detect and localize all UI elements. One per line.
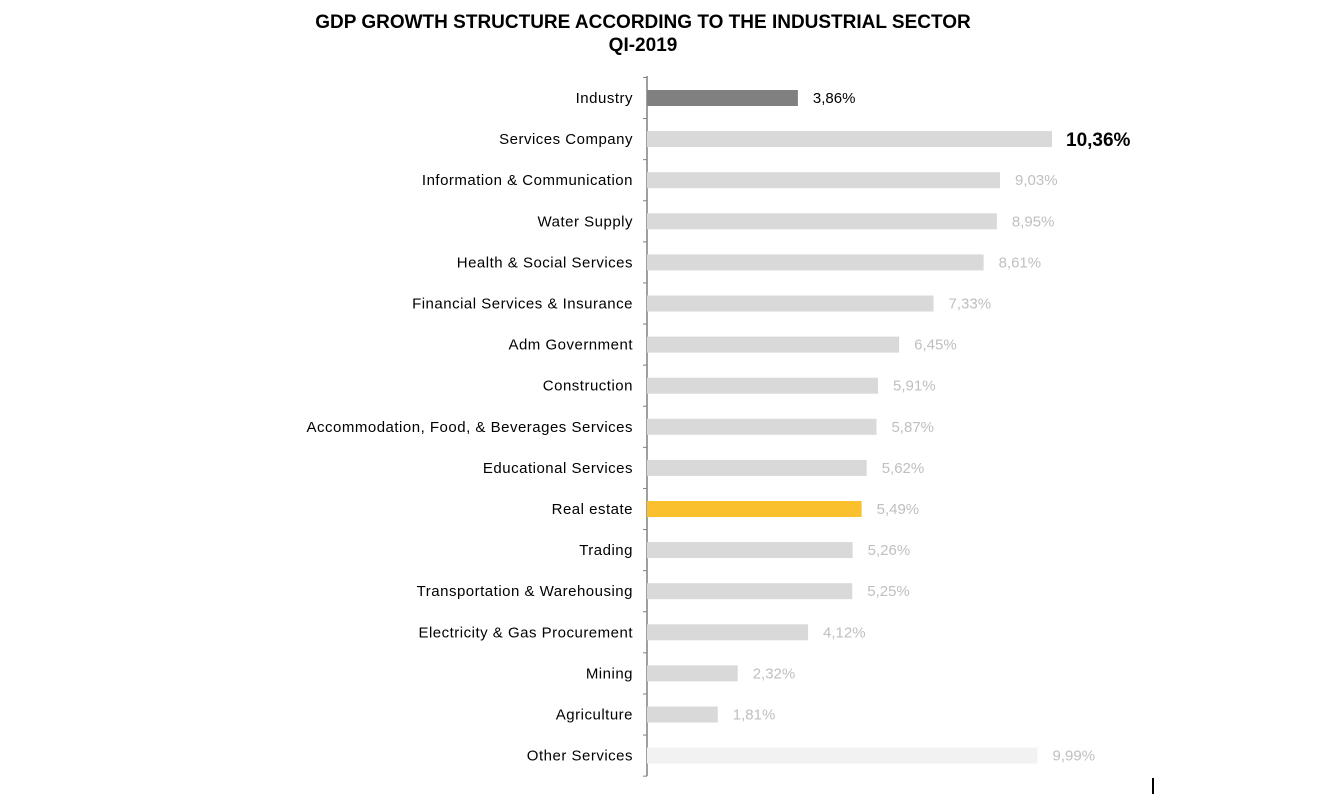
value-label: 9,99% (1053, 748, 1096, 765)
bar (647, 501, 862, 517)
bar (647, 665, 738, 682)
value-label: 9,03% (1015, 172, 1058, 189)
value-label: 2,32% (753, 665, 796, 682)
bar (647, 418, 877, 435)
category-label: Financial Services & Insurance (412, 296, 633, 313)
category-label: Services Company (499, 131, 633, 148)
bar (647, 131, 1052, 148)
bars (647, 90, 1052, 764)
category-label: Accommodation, Food, & Beverages Service… (307, 419, 633, 436)
category-label: Health & Social Services (457, 254, 633, 271)
bar (647, 295, 934, 312)
bar (647, 213, 997, 230)
value-label: 6,45% (914, 337, 957, 354)
category-label: Real estate (552, 501, 633, 518)
value-label: 5,87% (891, 419, 934, 436)
category-labels: Industry Services Company Information & Co… (307, 90, 633, 765)
bar (647, 583, 853, 600)
value-label: 7,33% (949, 296, 992, 313)
value-label: 5,62% (882, 460, 925, 477)
value-label: 5,26% (868, 542, 911, 559)
chart-subtitle: QI-2019 (608, 35, 678, 56)
value-label: 8,95% (1012, 213, 1055, 230)
value-label: 5,25% (867, 583, 910, 600)
bar (647, 706, 718, 723)
value-label: 3,86% (813, 90, 856, 107)
category-axis (643, 76, 648, 777)
bar (647, 624, 809, 641)
category-label: Trading (579, 542, 633, 559)
value-label: 1,81% (733, 707, 776, 724)
category-label: Information & Communication (422, 172, 633, 189)
value-label: 5,49% (877, 501, 920, 518)
category-label: Electricity & Gas Procurement (418, 624, 633, 641)
bar (647, 542, 853, 559)
category-label: Industry (576, 90, 633, 107)
value-label: 5,91% (893, 378, 936, 395)
bar (647, 254, 984, 271)
category-label: Transportation & Warehousing (417, 583, 633, 600)
bar (647, 459, 867, 476)
value-labels: 3,86% 10,36% 9,03% 8,95% 8,61% 7,33% 6,45% 5,91… (733, 90, 1131, 765)
category-label: Adm Government (508, 337, 633, 354)
bar (647, 336, 900, 353)
category-label: Water Supply (538, 213, 633, 230)
category-label: Construction (543, 378, 633, 395)
chart-title: GDP GROWTH STRUCTURE ACCORDING TO THE IN… (315, 12, 971, 33)
category-label: Educational Services (483, 460, 633, 477)
bar (647, 377, 879, 394)
category-label: Agriculture (556, 707, 633, 724)
edge-tick-mark (1152, 778, 1154, 794)
value-label: 8,61% (999, 254, 1042, 271)
bar (647, 747, 1038, 764)
category-label: Mining (586, 665, 633, 682)
value-label: 10,36% (1066, 130, 1131, 151)
bar (647, 90, 798, 106)
value-label: 4,12% (823, 624, 866, 641)
bar (647, 172, 1001, 189)
category-label: Other Services (527, 748, 633, 765)
